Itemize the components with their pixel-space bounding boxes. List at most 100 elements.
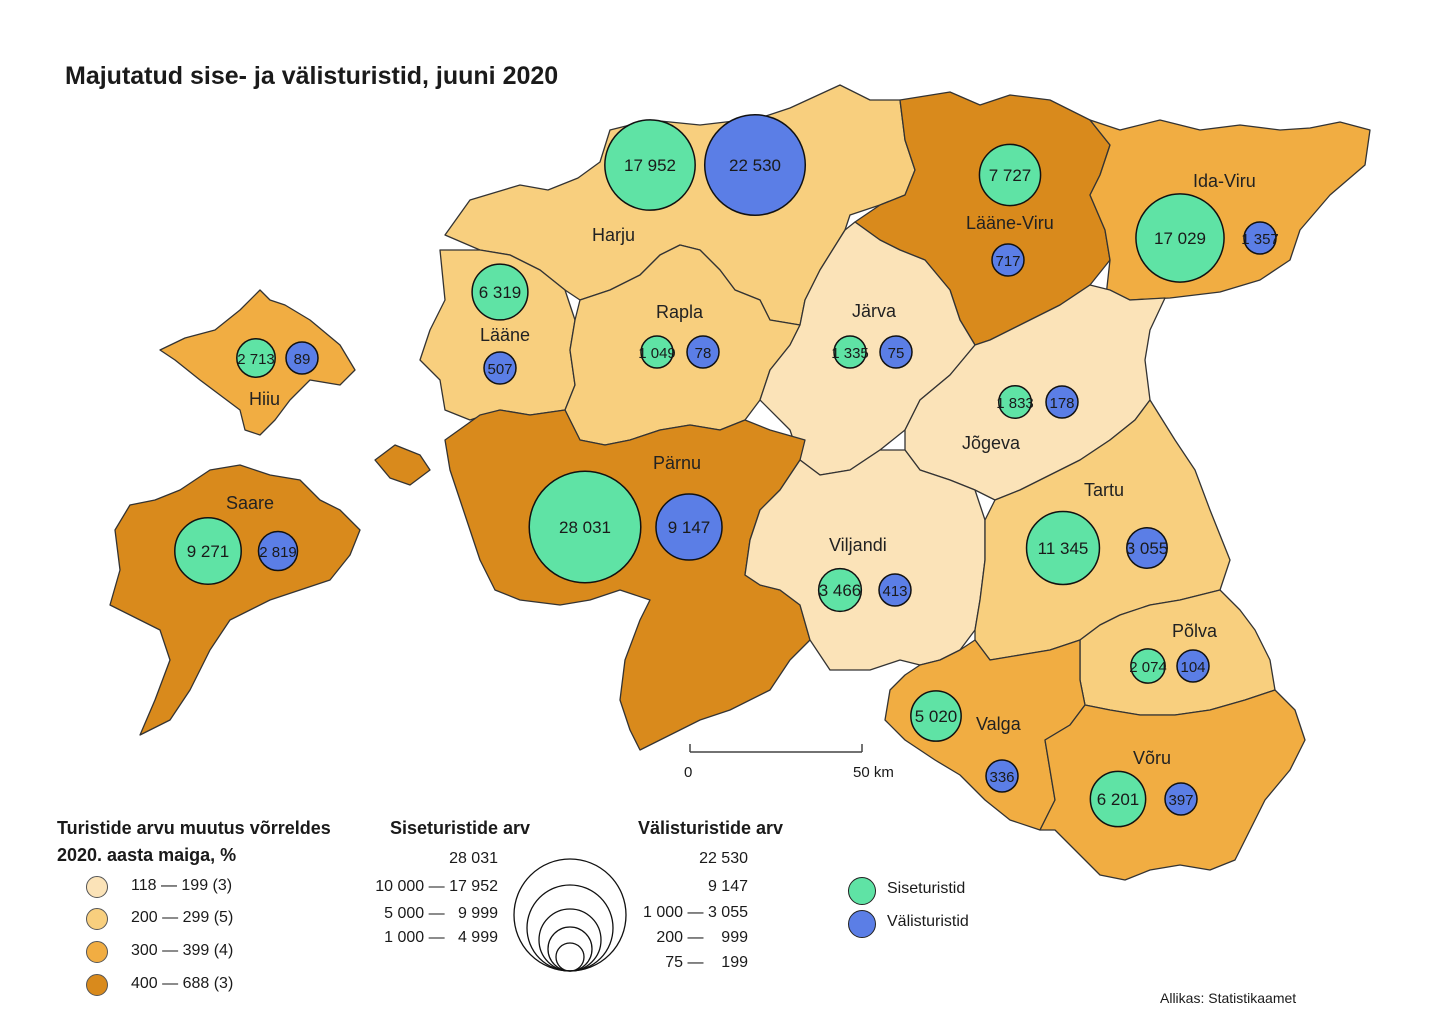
change-swatch-2 [86,908,108,930]
county-label-jarva: Järva [852,301,897,321]
county-label-hiiu: Hiiu [249,389,281,409]
county-label-parnu: Pärnu [653,453,702,473]
foreign-circle-saare [257,530,299,572]
domestic-bubble-polva: 2 074 [1129,648,1167,684]
domestic-bubble-valga: 5 020 [910,690,962,742]
scale-label-end: 50 km [853,764,894,781]
domestic-value-harju: 17 952 [624,156,676,175]
foreign-value-jogeva: 178 [1049,395,1074,412]
domestic-circle-voru [1089,770,1147,828]
domestic-circle-tartu [1025,510,1101,586]
change-legend-item-2: 200 — 299 (5) [131,909,234,926]
domestic-value-saare: 9 271 [187,542,230,561]
domestic-legend-item-2: 10 000 — 17 952 [375,878,498,895]
domestic-value-polva: 2 074 [1129,659,1167,676]
foreign-bubble-tartu: 3 055 [1126,527,1169,569]
domestic-value-tartu: 11 345 [1038,539,1089,558]
foreign-circle-harju [703,113,807,217]
foreign-value-tartu: 3 055 [1126,539,1169,558]
domestic-value-ida-viru: 17 029 [1154,229,1206,248]
foreign-type-swatch [848,910,876,938]
change-swatch-3 [86,941,108,963]
county-label-valga: Valga [976,714,1021,734]
domestic-value-jarva: 1 335 [831,345,869,362]
domestic-value-laane: 6 319 [479,283,522,302]
domestic-value-parnu: 28 031 [559,518,611,537]
domestic-circle-laane [471,263,529,321]
domestic-legend-item-4: 1 000 — 4 999 [384,929,498,946]
domestic-bubble-tartu: 11 345 [1025,510,1101,586]
foreign-value-laane-viru: 717 [995,253,1020,270]
foreign-value-voru: 397 [1168,792,1193,809]
domestic-bubble-rapla: 1 049 [638,335,676,369]
county-label-laane: Lääne [480,325,531,345]
domestic-bubble-laane-viru: 7 727 [978,143,1042,207]
domestic-bubble-voru: 6 201 [1089,770,1147,828]
source-note: Allikas: Statistikaamet [1160,990,1297,1006]
change-legend-title-line1: Turistide arvu muutus võrreldes [57,818,331,838]
domestic-circle-valga [910,690,962,742]
foreign-circle-polva [1176,649,1210,683]
foreign-bubble-polva: 104 [1176,649,1210,683]
domestic-bubble-hiiu: 2 713 [236,338,276,378]
change-legend-title: Turistide arvu muutus võrreldes 2020. aa… [57,818,331,866]
domestic-value-valga: 5 020 [915,707,958,726]
foreign-circle-valga [985,759,1019,793]
foreign-value-polva: 104 [1180,659,1205,676]
size-legend-circles [513,858,627,972]
foreign-circle-voru [1164,782,1198,816]
county-label-jogeva: Jõgeva [962,433,1021,453]
foreign-bubble-valga: 336 [985,759,1019,793]
county-label-saare: Saare [226,493,275,513]
scale-label-start: 0 [684,764,693,781]
county-ida-viru [1089,119,1371,306]
foreign-bubble-laane-viru: 717 [991,243,1025,277]
foreign-bubble-saare: 2 819 [257,530,299,572]
foreign-value-viljandi: 413 [882,583,907,600]
domestic-type-swatch [848,877,876,905]
domestic-circle-parnu [528,470,642,584]
foreign-legend-title: Välisturistide arv [638,818,784,838]
foreign-circle-hiiu [285,341,319,375]
county-label-viljandi: Viljandi [829,535,887,555]
county-label-ida-viru: Ida-Viru [1193,171,1256,191]
domestic-circle-saare [174,517,242,585]
domestic-circle-jogeva [997,384,1033,420]
domestic-legend-item-3: 5 000 — 9 999 [384,905,498,922]
foreign-circle-viljandi [878,573,912,607]
domestic-circle-harju [604,119,696,211]
foreign-value-rapla: 78 [695,345,712,362]
foreign-bubble-jarva: 75 [879,335,913,369]
county-label-tartu: Tartu [1084,480,1125,500]
foreign-circle-parnu [655,493,723,561]
foreign-legend-item-5: 75 — 199 [665,954,748,971]
domestic-bubble-parnu: 28 031 [528,470,642,584]
foreign-bubble-jogeva: 178 [1045,385,1079,419]
domestic-bubble-harju: 17 952 [604,119,696,211]
foreign-circle-ida-viru [1243,221,1277,255]
foreign-legend-item-1: 22 530 [699,850,748,867]
foreign-legend-item-2: 9 147 [707,878,748,895]
foreign-bubble-laane: 507 [483,351,517,385]
county-label-voru: Võru [1133,748,1172,768]
county-label-laane-viru: Lääne-Viru [966,213,1054,233]
change-swatch-1 [86,876,108,898]
change-legend-item-1: 118 — 199 (3) [131,877,233,894]
domestic-circle-viljandi [817,567,863,613]
foreign-value-jarva: 75 [888,345,905,362]
domestic-value-laane-viru: 7 727 [989,166,1032,185]
domestic-circle-jarva [833,335,867,369]
domestic-circle-hiiu [236,338,276,378]
foreign-value-saare: 2 819 [259,544,297,561]
domestic-value-rapla: 1 049 [638,345,676,362]
domestic-bubble-jarva: 1 335 [831,335,869,369]
domestic-bubble-saare: 9 271 [174,517,242,585]
foreign-bubble-rapla: 78 [686,335,720,369]
foreign-value-laane: 507 [487,361,512,378]
foreign-value-ida-viru: 1 357 [1241,231,1279,248]
domestic-legend-title: Siseturistide arv [390,818,531,838]
domestic-value-hiiu: 2 713 [237,351,275,368]
foreign-bubble-viljandi: 413 [878,573,912,607]
foreign-circle-tartu [1126,527,1168,569]
